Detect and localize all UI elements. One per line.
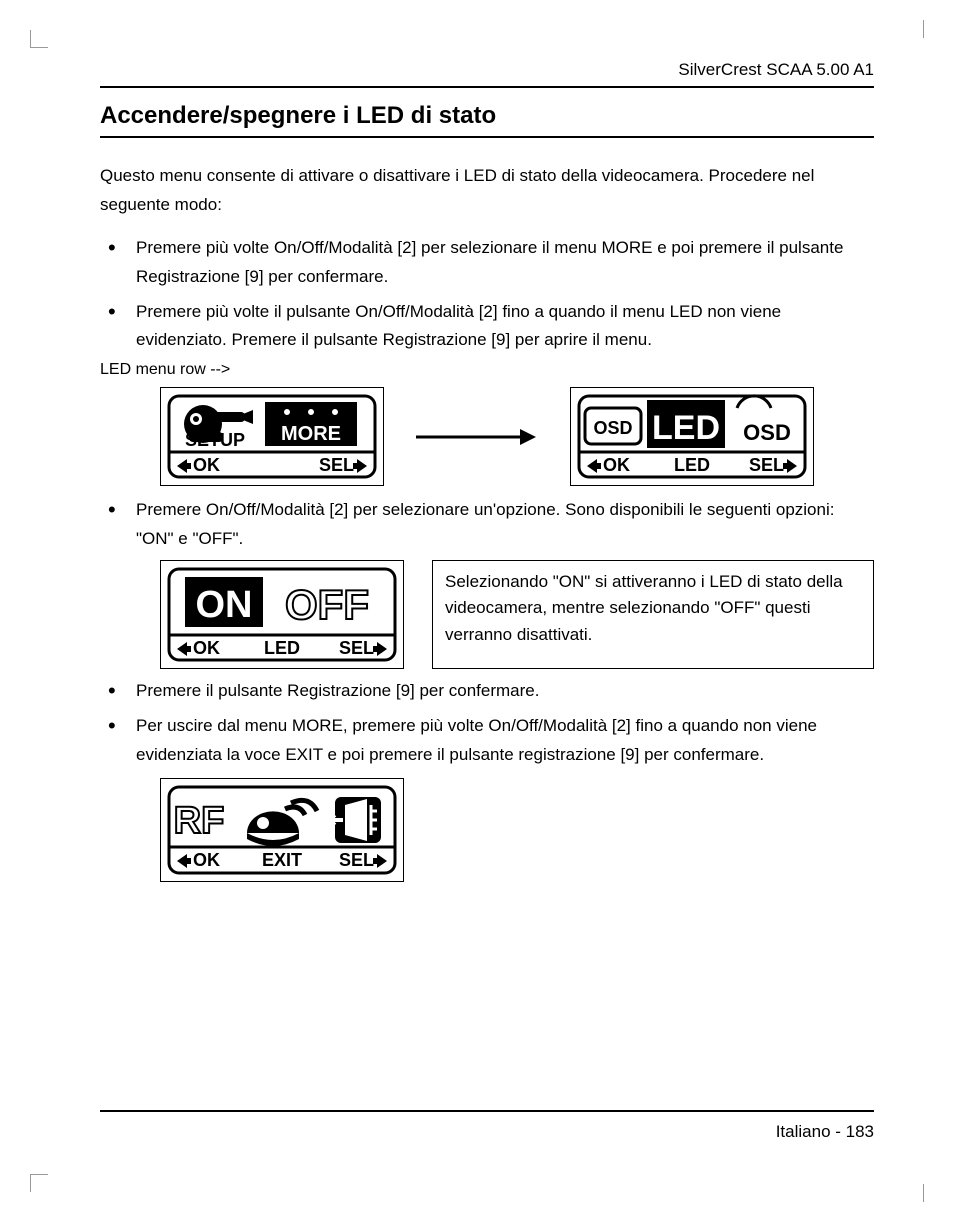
svg-text:OK: OK [193, 638, 220, 658]
svg-text:SETUP: SETUP [185, 430, 245, 450]
svg-text:MORE: MORE [281, 423, 341, 445]
intro-paragraph: Questo menu consente di attivare o disat… [100, 162, 874, 220]
note-box: Selezionando "ON" si attiveranno i LED d… [432, 560, 874, 669]
svg-text:OFF: OFF [285, 581, 369, 628]
svg-text:OK: OK [193, 850, 220, 870]
svg-text:LED: LED [674, 455, 710, 475]
section-title: Accendere/spegnere i LED di stato [100, 102, 874, 138]
page-footer: Italiano - 183 [100, 1110, 874, 1142]
crop-mark [923, 20, 924, 38]
svg-text:RF: RF [174, 800, 225, 842]
crop-mark [30, 1174, 48, 1192]
svg-text:ON: ON [196, 584, 253, 626]
crop-mark [923, 1184, 924, 1202]
svg-text:SEL: SEL [339, 638, 374, 658]
arrow-icon [412, 422, 542, 452]
running-head: SilverCrest SCAA 5.00 A1 [100, 60, 874, 88]
svg-text:LED: LED [264, 638, 300, 658]
lcd-on-off: OK LED SEL ON OFF [160, 560, 404, 669]
bullet-item: Premere On/Off/Modalità [2] per selezion… [100, 496, 874, 554]
svg-text:SEL: SEL [319, 455, 354, 475]
svg-text:SEL: SEL [749, 455, 784, 475]
svg-text:OK: OK [193, 455, 220, 475]
lcd-rf-exit: OK EXIT SEL RF [160, 778, 404, 882]
svg-text:OK: OK [603, 455, 630, 475]
crop-mark [30, 30, 48, 48]
bullet-item: Per uscire dal menu MORE, premere più vo… [100, 712, 874, 770]
lcd-osd-led: OK LED SEL OSD LED OSD [570, 387, 814, 486]
svg-text:SEL: SEL [339, 850, 374, 870]
bullet-item: Premere più volte il pulsante On/Off/Mod… [100, 298, 874, 356]
svg-text:OSD: OSD [593, 418, 632, 438]
lcd-setup-more: OK SEL MORE [160, 387, 384, 486]
svg-text:OSD: OSD [743, 420, 791, 445]
svg-text:EXIT: EXIT [262, 850, 302, 870]
bullet-item: Premere il pulsante Registrazione [9] pe… [100, 677, 874, 706]
bullet-item: Premere più volte On/Off/Modalità [2] pe… [100, 234, 874, 292]
svg-text:LED: LED [652, 409, 720, 447]
